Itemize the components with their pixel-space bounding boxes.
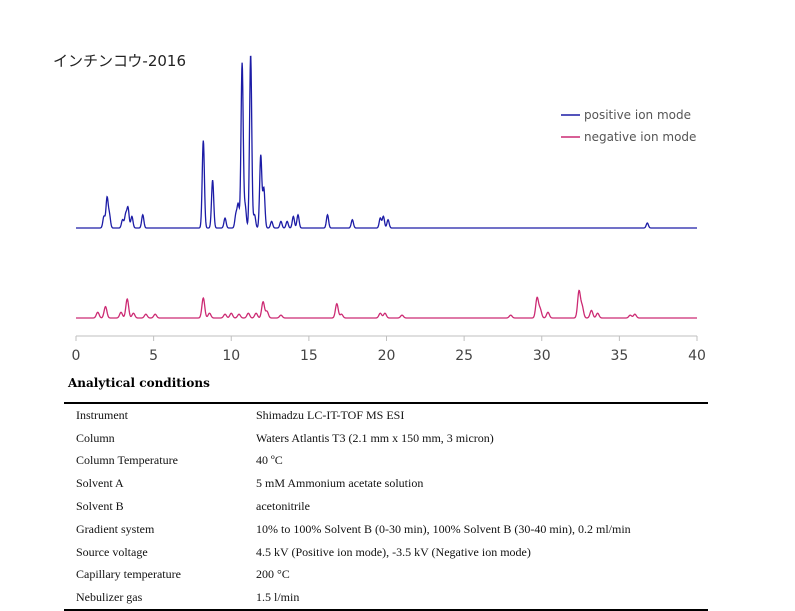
x-tick-label: 35 (610, 348, 628, 364)
x-tick-label: 15 (300, 348, 318, 364)
series-group (76, 55, 697, 319)
row-value: 4.5 kV (Positive ion mode), -3.5 kV (Neg… (256, 544, 531, 559)
table-row: Solvent A 5 mM Ammonium acetate solution (64, 472, 708, 495)
table-row: Column Temperature 40 ºC (64, 450, 708, 473)
table-row: Gradient system 10% to 100% Solvent B (0-… (64, 518, 708, 541)
row-value: 10% to 100% Solvent B (0-30 min), 100% S… (256, 521, 631, 536)
legend: positive ion mode negative ion mode (561, 108, 696, 144)
table-row: Column Waters Atlantis T3 (2.1 mm x 150 m… (64, 427, 708, 450)
row-label: Solvent B (76, 499, 124, 514)
row-label: Instrument (76, 407, 128, 422)
row-value: 5 mM Ammonium acetate solution (256, 476, 424, 491)
row-label: Column Temperature (76, 453, 178, 468)
row-value: 1.5 l/min (256, 590, 300, 605)
table-row: Capillary temperature 200 °C (64, 564, 708, 587)
row-value: Shimadzu LC-IT-TOF MS ESI (256, 407, 405, 422)
row-label: Nebulizer gas (76, 590, 143, 605)
row-label: Solvent A (76, 476, 124, 491)
x-axis: 0 5 10 15 20 25 30 35 40 (72, 335, 706, 364)
x-tick-label: 25 (455, 348, 473, 364)
row-label: Source voltage (76, 544, 148, 559)
chromatogram-chart: インチンコウ-2016 positive ion mode negative i… (53, 52, 706, 364)
x-tick-label: 0 (72, 348, 81, 364)
x-tick-label: 40 (688, 348, 706, 364)
row-value: acetonitrile (256, 499, 310, 514)
row-label: Gradient system (76, 521, 155, 536)
x-tick-label: 10 (222, 348, 240, 364)
legend-label-negative: negative ion mode (584, 130, 696, 144)
table-row: Source voltage 4.5 kV (Positive ion mode)… (64, 541, 708, 564)
row-label: Capillary temperature (76, 567, 181, 582)
conditions-table: Instrument Shimadzu LC-IT-TOF MS ESI Colu… (64, 402, 708, 611)
table-row: Instrument Shimadzu LC-IT-TOF MS ESI (64, 403, 708, 427)
x-tick-label: 20 (378, 348, 396, 364)
row-value: 40 ºC (256, 453, 283, 468)
row-label: Column (76, 430, 115, 445)
positive-ion-trace (76, 55, 697, 229)
x-ticks: 0 5 10 15 20 25 30 35 40 (72, 336, 706, 364)
row-value: 200 °C (256, 567, 290, 582)
x-tick-label: 5 (149, 348, 158, 364)
table-row: Nebulizer gas 1.5 l/min (64, 586, 708, 610)
negative-ion-trace (76, 289, 697, 319)
row-value: Waters Atlantis T3 (2.1 mm x 150 mm, 3 m… (256, 430, 494, 445)
conditions-heading: Analytical conditions (68, 376, 210, 390)
table-row: Solvent B acetonitrile (64, 495, 708, 518)
x-tick-label: 30 (533, 348, 551, 364)
chart-title: インチンコウ-2016 (53, 52, 186, 70)
legend-label-positive: positive ion mode (584, 108, 691, 122)
